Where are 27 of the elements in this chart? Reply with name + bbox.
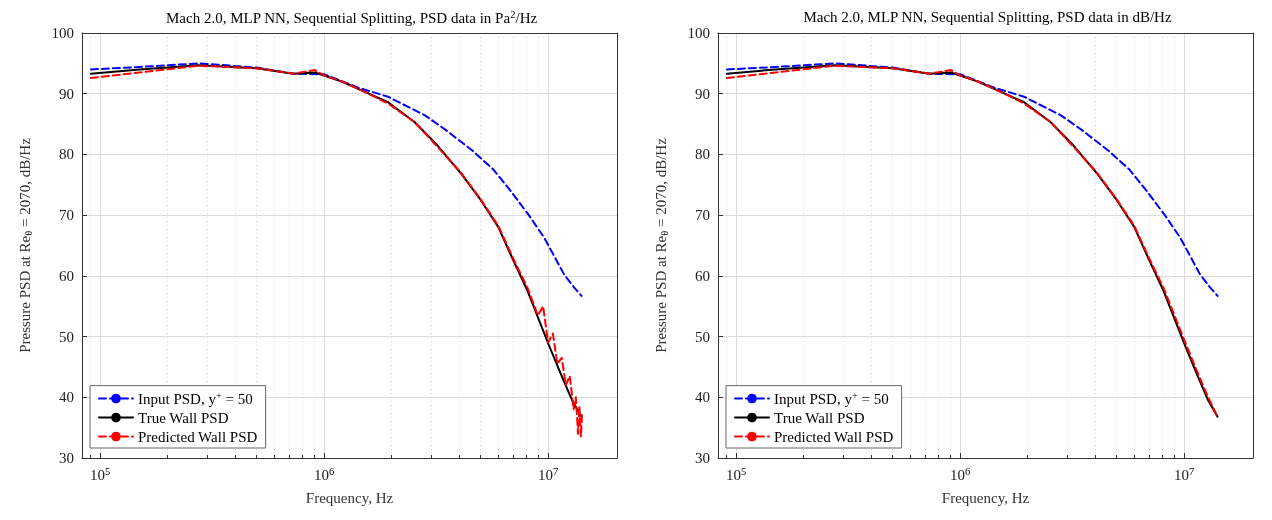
y-tick-label: 40 <box>695 389 710 406</box>
y-tick-label: 70 <box>59 207 74 224</box>
x-axis-title: Frequency, Hz <box>941 489 1030 506</box>
y-tick-label: 30 <box>695 450 710 466</box>
legend-label: Predicted Wall PSD <box>138 428 258 445</box>
y-tick-label: 90 <box>59 85 74 102</box>
legend-label: Input PSD, y+ = 50 <box>138 389 253 407</box>
y-axis-title: Pressure PSD at Reθ = 2070, dB/Hz <box>17 137 34 353</box>
y-tick-label: 60 <box>695 267 710 284</box>
y-tick-label: 80 <box>695 146 710 163</box>
y-axis-title: Pressure PSD at Reθ = 2070, dB/Hz <box>653 137 670 353</box>
chart-title: Mach 2.0, MLP NN, Sequential Splitting, PSD data in dB/Hz <box>803 8 1172 25</box>
y-tick-label: 80 <box>59 146 74 163</box>
y-tick-label: 50 <box>695 328 710 345</box>
y-tick-label: 60 <box>59 267 74 284</box>
y-tick-label: 50 <box>59 328 74 345</box>
y-tick-label: 70 <box>695 207 710 224</box>
x-axis-title: Frequency, Hz <box>305 489 394 506</box>
y-tick-label: 40 <box>59 389 74 406</box>
y-tick-label: 100 <box>51 25 74 41</box>
legend-label: Input PSD, y+ = 50 <box>774 389 889 407</box>
legend-label: True Wall PSD <box>774 409 865 426</box>
y-tick-label: 30 <box>59 450 74 466</box>
legend-label: Predicted Wall PSD <box>774 428 894 445</box>
y-tick-label: 90 <box>695 85 710 102</box>
legend-label: True Wall PSD <box>138 409 229 426</box>
y-tick-label: 100 <box>687 25 710 41</box>
